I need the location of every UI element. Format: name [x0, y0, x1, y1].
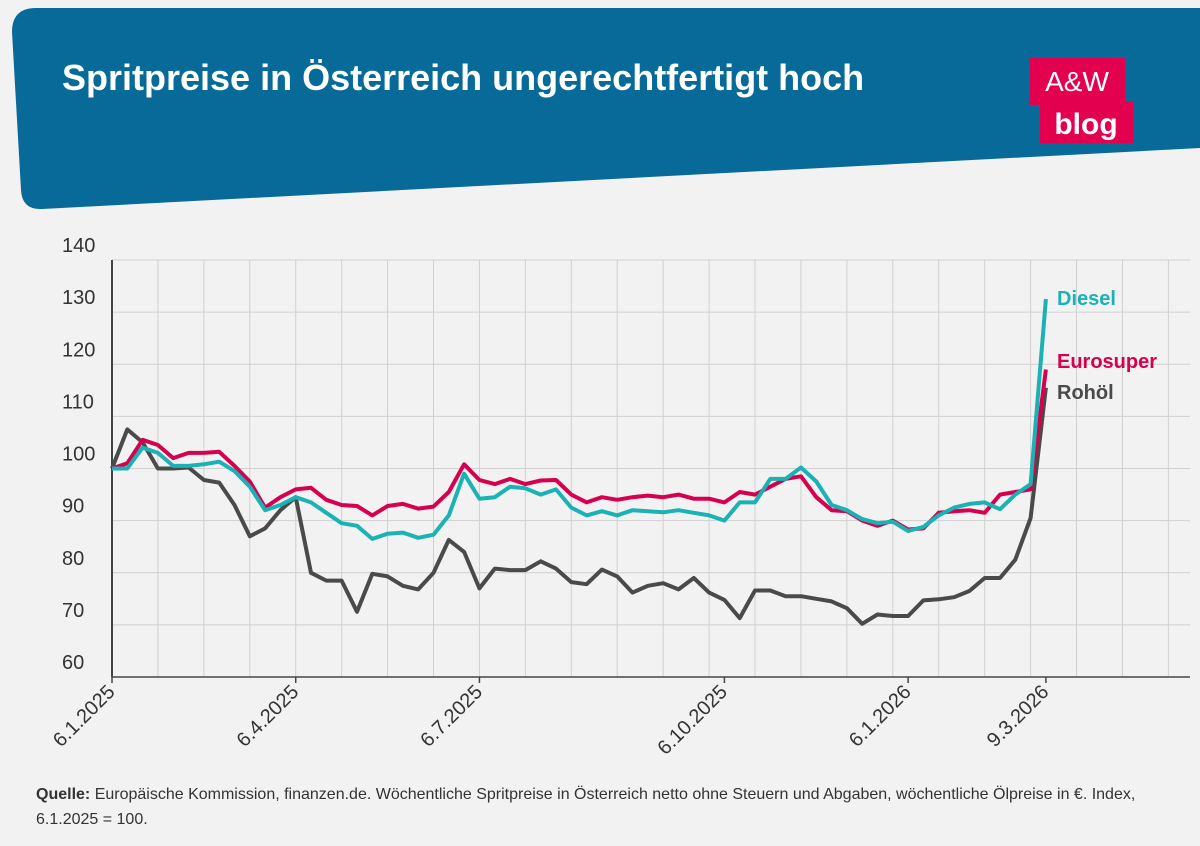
logo-text: blog [1054, 108, 1117, 141]
x-tick-label: 9.3.2026 [983, 681, 1054, 752]
y-tick-label: 90 [62, 496, 84, 518]
x-tick-label: 6.4.2025 [233, 681, 304, 752]
source-text: Europäische Kommission, finanzen.de. Wöc… [36, 786, 1136, 828]
series-line [111, 369, 1048, 532]
series-line [112, 298, 1048, 541]
x-tick-label: 6.7.2025 [416, 681, 487, 752]
y-tick-label: 140 [62, 235, 95, 257]
plot-area: 60 70 80 90 100 110 120 130 140 6.1.2025 6.4.2025 6… [49, 235, 1190, 759]
y-tick-label: 60 [62, 652, 84, 674]
x-tick-label: 6.1.2025 [49, 681, 120, 752]
series-line [110, 387, 1048, 626]
logo-box [1040, 102, 1133, 143]
x-tick-label: 6.1.2026 [845, 681, 916, 752]
header-banner [12, 8, 1200, 210]
logo-box [1030, 58, 1125, 105]
source-label: Quelle: [36, 786, 91, 803]
chart-title: Spritpreise in Österreich ungerechtferti… [62, 57, 864, 98]
y-tick-label: 100 [62, 444, 95, 466]
y-tick-label: 70 [62, 600, 84, 622]
source-note: Quelle: Europäische Kommission, finanzen… [36, 782, 1136, 832]
series-label: Eurosuper [1057, 351, 1157, 373]
series-label: Diesel [1057, 288, 1116, 310]
x-tick-label: 6.10.2025 [653, 681, 731, 759]
y-tick-label: 80 [62, 548, 84, 570]
y-tick-label: 120 [62, 339, 95, 361]
y-tick-label: 130 [62, 287, 95, 309]
series-label: Rohöl [1057, 382, 1114, 404]
y-tick-label: 110 [62, 391, 94, 413]
logo-text: A&W [1045, 66, 1109, 97]
